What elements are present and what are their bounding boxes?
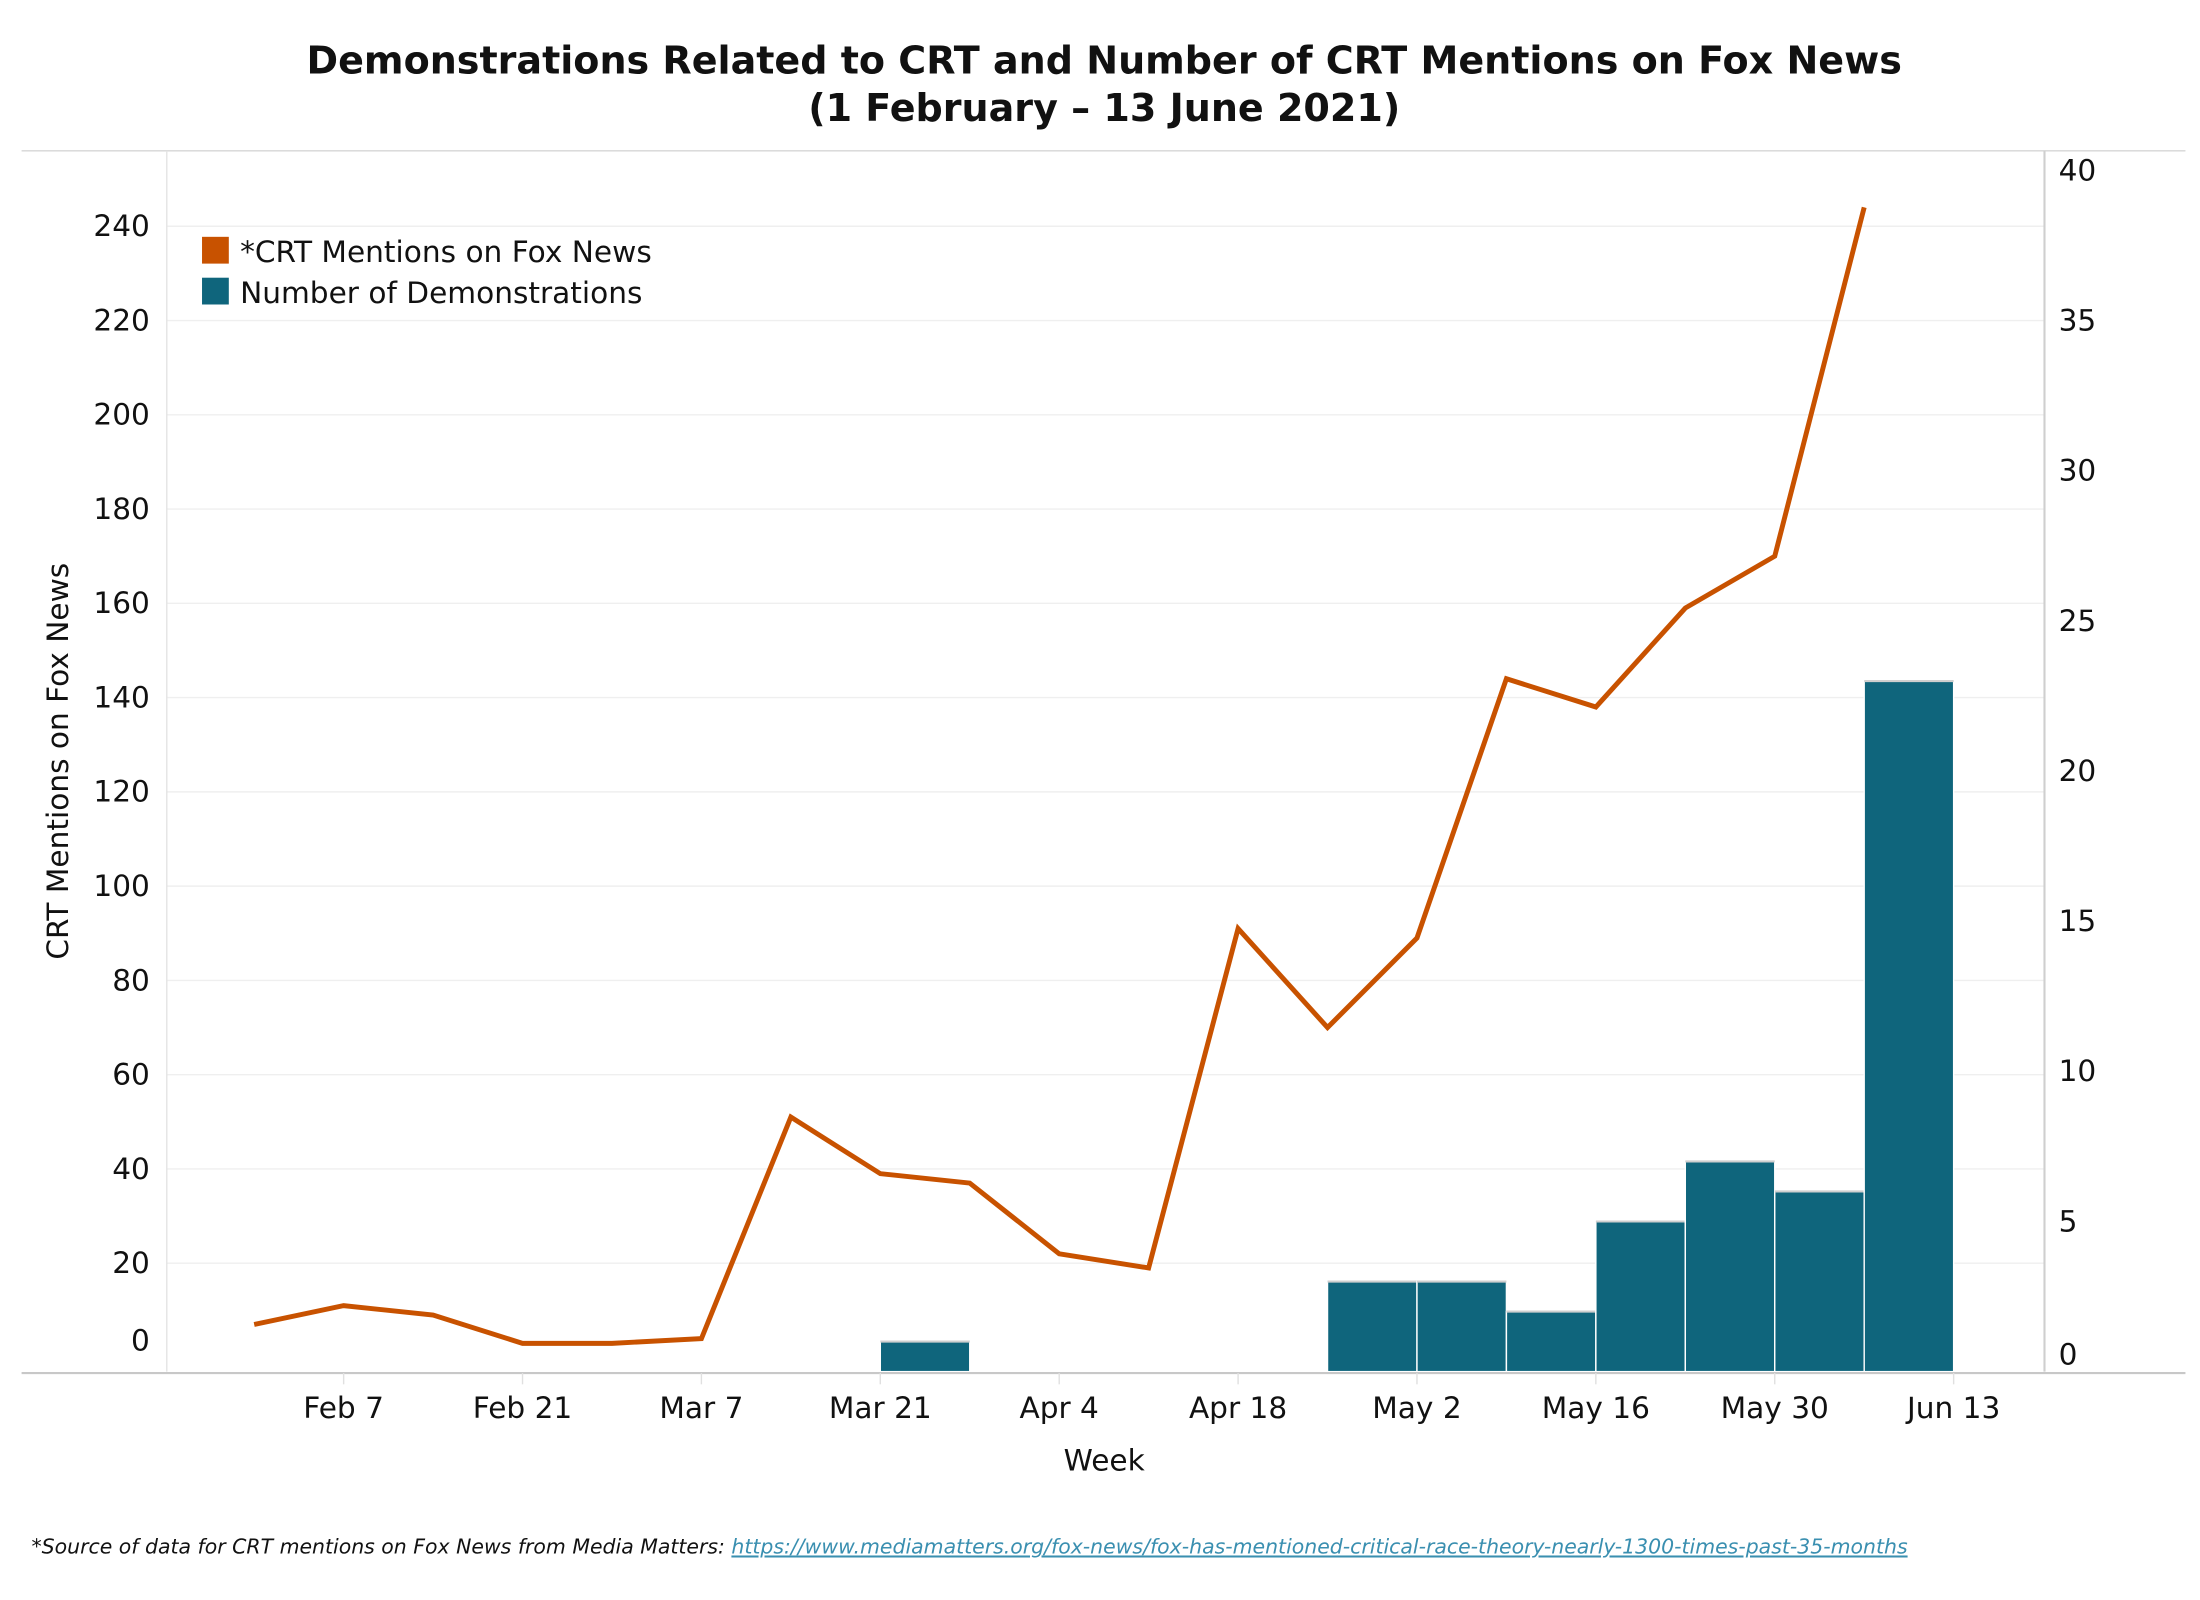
footnote-link[interactable]: https://www.mediamatters.org/fox-news/fo… [731,1534,1908,1558]
bar [1505,1310,1597,1373]
legend-swatch-demonstrations [202,277,229,305]
x-tick-label: May 16 [1542,1391,1650,1425]
x-axis-ticks: Feb 7 Feb 21 Mar 7 Mar 21 Apr 4 Apr 18 May 2 Ma… [303,1373,2000,1425]
line-series [253,206,1867,1346]
right-tick-label: 40 [2059,153,2097,187]
right-axis-label: Number of Demonstrations [2134,570,2168,972]
x-tick-label: May 2 [1372,1391,1461,1425]
left-tick-label: 200 [93,398,150,432]
gridlines [166,225,2045,1264]
bar [1326,1280,1418,1373]
right-tick-label: 25 [2059,604,2097,638]
left-axis-label: CRT Mentions on Fox News [41,563,75,960]
right-tick-label: 20 [2059,754,2097,788]
bar [879,1340,971,1373]
chart-subtitle: (1 February – 13 June 2021) [808,86,1400,130]
left-tick-label: 80 [112,963,150,997]
x-tick-label: Mar 21 [829,1391,932,1425]
x-tick-label: Jun 13 [1905,1391,2000,1425]
left-tick-label: 220 [93,303,150,337]
left-tick-label: 100 [93,869,150,903]
left-tick-label: 140 [93,680,150,714]
left-tick-label: 40 [112,1152,150,1186]
bar-series [879,679,1955,1373]
right-tick-label: 0 [2059,1338,2078,1372]
right-tick-label: 5 [2059,1204,2078,1238]
right-tick-label: 15 [2059,904,2097,938]
left-tick-label: 160 [93,586,150,620]
x-axis-label: Week [1064,1443,1146,1477]
x-tick-label: Apr 18 [1189,1391,1287,1425]
footnote-text: *Source of data for CRT mentions on Fox … [31,1534,731,1558]
crt-mentions-line [253,206,1867,1346]
legend-label-crt-mentions: *CRT Mentions on Fox News [240,235,652,269]
footnote: *Source of data for CRT mentions on Fox … [31,1534,1908,1558]
left-tick-label: 60 [112,1058,150,1092]
right-tick-label: 35 [2059,304,2097,338]
right-tick-label: 10 [2059,1054,2097,1088]
chart-title: Demonstrations Related to CRT and Number… [307,38,1902,82]
left-axis-ticks: 0 20 40 60 80 100 120 140 160 180 200 220 240 [93,209,150,1357]
bar [1416,1280,1508,1373]
bar [1684,1160,1776,1373]
legend-swatch-crt-mentions [202,236,229,264]
right-axis-ticks: 0 5 10 15 20 25 30 35 40 [2059,153,2097,1371]
left-tick-label: 240 [93,209,150,243]
x-tick-label: Feb 21 [473,1391,572,1425]
bar [1595,1220,1687,1373]
left-tick-label: 0 [131,1323,150,1357]
right-tick-label: 30 [2059,454,2097,488]
left-tick-label: 120 [93,775,150,809]
x-tick-label: Apr 4 [1019,1391,1098,1425]
legend-label-demonstrations: Number of Demonstrations [240,276,642,310]
legend: *CRT Mentions on Fox News Number of Demo… [202,235,652,310]
left-tick-label: 20 [112,1246,150,1280]
x-tick-label: Feb 7 [303,1391,384,1425]
left-tick-label: 180 [93,492,150,526]
x-tick-label: May 30 [1721,1391,1829,1425]
bar [1774,1190,1865,1373]
bar [1863,680,1955,1373]
x-tick-label: Mar 7 [659,1391,743,1425]
